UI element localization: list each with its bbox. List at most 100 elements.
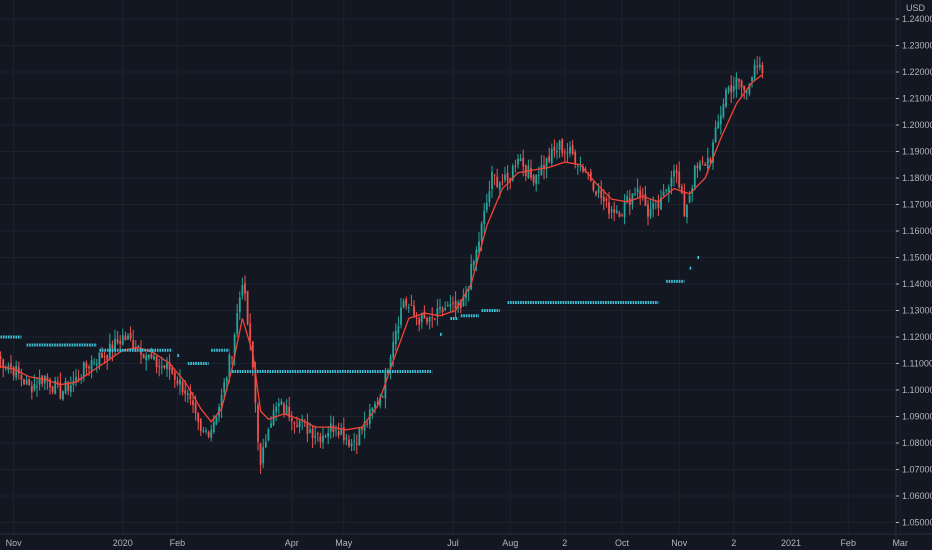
candle-body [431, 317, 434, 319]
candle-body [337, 431, 340, 436]
candle-body [660, 197, 662, 210]
candle-body [28, 379, 31, 385]
candle-body [636, 188, 639, 193]
candle-body [745, 91, 748, 93]
candle-body [75, 376, 77, 382]
candle-body [90, 360, 93, 371]
candle-body [610, 209, 613, 212]
moving-average-line [0, 74, 763, 431]
candle-body [405, 298, 408, 306]
candle-body [550, 148, 553, 164]
candle-body [381, 396, 384, 398]
candle-body [376, 402, 379, 405]
candle-body [714, 127, 717, 142]
candle-body [605, 198, 608, 201]
candle-body [441, 308, 444, 312]
candle-body [740, 80, 743, 88]
candle-body [95, 363, 98, 365]
candle-body [735, 77, 738, 89]
currency-label: USD [906, 3, 926, 13]
candle-body [155, 356, 158, 368]
candle-body [514, 165, 517, 167]
x-tick-label: 2020 [113, 538, 133, 548]
y-tick-label: 1.12000 [902, 332, 932, 342]
candle-body [238, 297, 241, 313]
candle-body [119, 341, 122, 344]
candle-body [15, 365, 18, 378]
candle-body [418, 318, 421, 325]
candle-body [410, 305, 413, 307]
candle-body [498, 182, 501, 190]
candle-body [153, 356, 155, 360]
candle-body [686, 204, 688, 218]
candle-body [634, 193, 636, 195]
candle-body [582, 166, 584, 172]
x-tick-label: Feb [170, 538, 186, 548]
candle-body [444, 307, 447, 310]
candle-body [254, 368, 257, 403]
candle-body [678, 171, 681, 188]
candle-body [124, 335, 127, 340]
candle-body [459, 299, 462, 309]
candle-body [150, 354, 153, 359]
candle-body [181, 381, 184, 393]
candle-body [158, 366, 161, 368]
candle-body [501, 181, 504, 183]
x-tick-label: Jul [447, 538, 459, 548]
candle-body [137, 345, 140, 347]
candle-body [504, 174, 506, 181]
y-tick-label: 1.13000 [902, 306, 932, 316]
candle-body [535, 174, 538, 185]
candle-body [493, 174, 496, 176]
candle-body [223, 382, 226, 393]
candle-body [413, 305, 415, 316]
x-tick-label: Nov [671, 538, 688, 548]
candle-body [556, 150, 558, 153]
candle-body [348, 439, 350, 447]
candle-body [171, 367, 174, 374]
candle-body [160, 366, 163, 368]
candle-body [569, 146, 571, 154]
y-tick-label: 1.20000 [902, 120, 932, 130]
candle-body [82, 362, 85, 377]
candle-body [205, 430, 207, 432]
candle-body [532, 175, 535, 183]
candle-body [12, 366, 15, 376]
candle-body [719, 115, 722, 125]
candle-body [202, 430, 205, 432]
candle-body [566, 152, 569, 154]
candle-body [241, 285, 244, 296]
x-tick-label: 2 [562, 538, 567, 548]
candle-body [62, 391, 64, 400]
candle-body [397, 325, 400, 334]
candle-body [574, 151, 577, 164]
candle-body [537, 175, 540, 177]
candle-body [129, 332, 132, 339]
y-tick-label: 1.21000 [902, 94, 932, 104]
candle-body [197, 412, 200, 422]
candle-body [233, 334, 236, 358]
candle-body [738, 79, 740, 82]
candle-body [103, 356, 106, 358]
candle-body [563, 151, 566, 153]
y-tick-label: 1.10000 [902, 385, 932, 395]
candle-body [506, 172, 509, 181]
candle-body [420, 313, 423, 323]
candle-body [10, 363, 12, 367]
candle-body [46, 376, 49, 380]
candle-body [379, 397, 382, 406]
y-tick-label: 1.15000 [902, 253, 932, 263]
candle-body [688, 195, 691, 203]
candle-body [712, 142, 714, 164]
candle-body [496, 176, 499, 187]
y-tick-label: 1.14000 [902, 279, 932, 289]
candle-body [727, 87, 730, 92]
candle-body [696, 165, 699, 169]
candle-body [192, 400, 194, 406]
candle-body [166, 362, 168, 369]
candle-body [722, 104, 725, 118]
candle-body [311, 428, 314, 439]
